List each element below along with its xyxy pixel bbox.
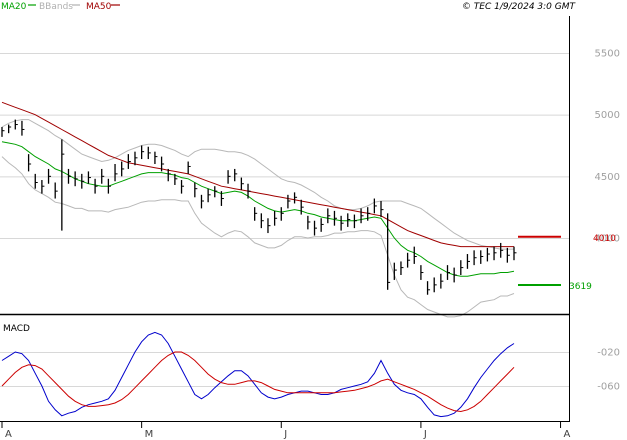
copyright-timestamp: © TEC 1/9/2024 3:0 GMT: [462, 2, 577, 12]
macd-tick-label: -020: [597, 348, 620, 359]
legend: MA20 BBands MA50: [1, 2, 120, 12]
ma20-line: [1, 141, 515, 277]
legend-ma50-label: MA50: [86, 2, 112, 12]
macd-title: MACD: [3, 324, 30, 334]
legend-bbands-label: BBands: [39, 2, 73, 12]
marker-label: 3619: [569, 282, 592, 292]
x-tick-label: J: [423, 429, 427, 440]
price-tick-label: 4500: [595, 172, 620, 183]
price-axis: 5500 5000 4500 4000: [595, 49, 620, 245]
price-series: [1, 101, 517, 318]
marker-label: 4010: [593, 234, 616, 244]
macd-gridlines: [0, 352, 569, 387]
price-tick-label: 5500: [595, 49, 620, 60]
macd-series: [1, 331, 515, 418]
price-markers: 4010 3619: [518, 234, 616, 292]
macd-macd-line: [1, 331, 515, 418]
x-axis: AMJJAS: [1, 422, 571, 440]
bband-upper-line: [1, 119, 514, 250]
price-tick-label: 5000: [595, 110, 620, 121]
x-tick-label: A: [5, 429, 12, 440]
bband-lower-line: [1, 156, 515, 318]
price-panel-frame: [0, 16, 569, 312]
macd-tick-label: -060: [597, 382, 620, 393]
ma50-line: [1, 101, 514, 248]
legend-entry-ma20: MA20: [1, 2, 27, 12]
price-tick-label: 4000: [595, 234, 620, 245]
macd-axis: -020 -060: [597, 348, 620, 393]
x-tick-label: J: [283, 429, 287, 440]
x-tick-label: A: [564, 429, 571, 440]
macd-signal-line: [1, 351, 515, 413]
x-tick-label: M: [145, 429, 154, 440]
price-gridlines: [0, 53, 569, 239]
legend-ma20-label: MA20: [1, 2, 27, 12]
